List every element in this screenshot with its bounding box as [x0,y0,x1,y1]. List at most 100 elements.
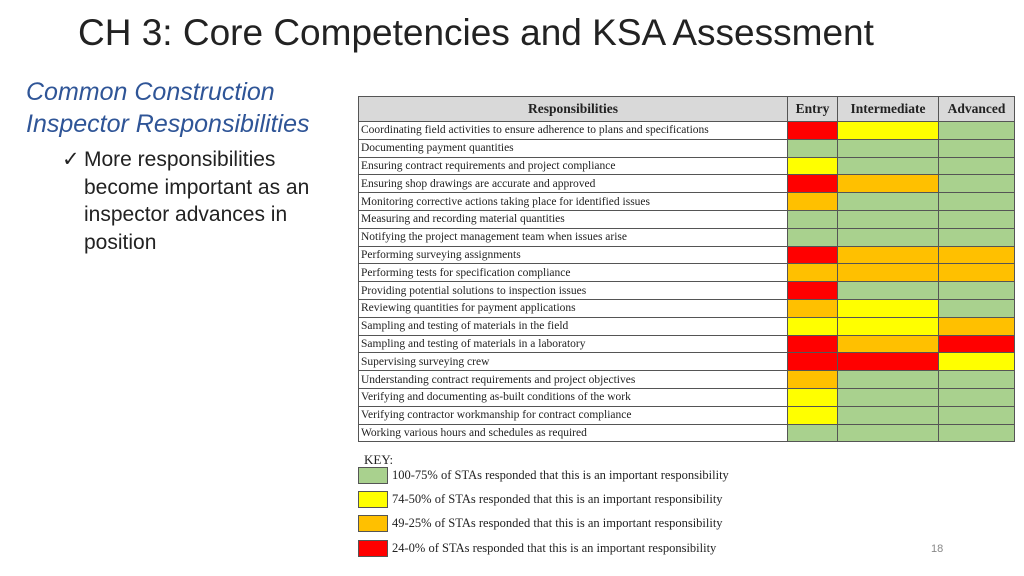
intermediate-level-cell [837,405,939,425]
table-row: Supervising surveying crew [358,352,1015,372]
table-row: Documenting payment quantities [358,138,1015,158]
key-swatch [358,467,388,484]
entry-level-cell [787,263,838,283]
responsibility-label: Performing surveying assignments [358,245,788,265]
intermediate-level-cell [837,138,939,158]
intermediate-level-cell [837,245,939,265]
table-row: Working various hours and schedules as r… [358,423,1015,443]
intermediate-level-cell [837,227,939,247]
table-row: Performing tests for specification compl… [358,263,1015,283]
responsibility-label: Performing tests for specification compl… [358,263,788,283]
intermediate-level-cell [837,174,939,194]
advanced-level-cell [938,281,1015,300]
entry-level-cell [787,192,838,211]
advanced-level-cell [938,174,1015,194]
table-row: Sampling and testing of materials in the… [358,316,1015,336]
entry-level-cell [787,316,838,336]
entry-level-cell [787,156,838,176]
entry-level-cell [787,174,838,194]
advanced-level-cell [938,209,1015,229]
responsibility-label: Ensuring shop drawings are accurate and … [358,174,788,194]
slide-subtitle: Common Construction Inspector Responsibi… [26,78,310,138]
responsibility-label: Supervising surveying crew [358,352,788,372]
table-row: Sampling and testing of materials in a l… [358,334,1015,354]
responsibility-label: Documenting payment quantities [358,138,788,158]
checkmark-icon: ✓ [62,148,80,171]
table-row: Notifying the project management team wh… [358,227,1015,247]
intermediate-level-cell [837,316,939,336]
intermediate-level-cell [837,156,939,176]
advanced-level-cell [938,227,1015,247]
entry-level-cell [787,245,838,265]
entry-level-cell [787,209,838,229]
bullet-point: ✓ More responsibilities become important… [62,146,352,256]
key-text: 24-0% of STAs responded that this is an … [392,541,717,555]
key-swatch [358,491,388,508]
advanced-level-cell [938,263,1015,283]
entry-level-cell [787,423,838,443]
table-row: Providing potential solutions to inspect… [358,281,1015,300]
advanced-level-cell [938,316,1015,336]
table-row: Ensuring shop drawings are accurate and … [358,174,1015,194]
table-row: Ensuring contract requirements and proje… [358,156,1015,176]
entry-level-cell [787,227,838,247]
key-text: 74-50% of STAs responded that this is an… [392,492,723,506]
key-text: 49-25% of STAs responded that this is an… [392,516,723,530]
table-row: Reviewing quantities for payment applica… [358,298,1015,318]
key-label: KEY: [364,452,394,467]
entry-level-cell [787,334,838,354]
advanced-level-cell [938,121,1015,140]
slide-title: CH 3: Core Competencies and KSA Assessme… [78,12,874,53]
responsibility-label: Working various hours and schedules as r… [358,423,788,443]
advanced-level-cell [938,387,1015,407]
responsibility-label: Verifying contractor workmanship for con… [358,405,788,425]
advanced-level-cell [938,405,1015,425]
entry-level-cell [787,352,838,372]
intermediate-level-cell [837,121,939,140]
intermediate-level-cell [837,334,939,354]
advanced-level-cell [938,156,1015,176]
header-responsibilities: Responsibilities [358,96,788,122]
table-row: Understanding contract requirements and … [358,370,1015,389]
responsibility-label: Reviewing quantities for payment applica… [358,298,788,318]
entry-level-cell [787,387,838,407]
page-number: 18 [931,543,944,555]
responsibility-label: Ensuring contract requirements and proje… [358,156,788,176]
responsibility-label: Sampling and testing of materials in the… [358,316,788,336]
header-entry: Entry [787,96,838,122]
entry-level-cell [787,281,838,300]
header-advanced: Advanced [938,96,1015,122]
responsibility-label: Monitoring corrective actions taking pla… [358,192,788,211]
advanced-level-cell [938,370,1015,389]
intermediate-level-cell [837,387,939,407]
intermediate-level-cell [837,281,939,300]
advanced-level-cell [938,192,1015,211]
key-swatch [358,515,388,532]
advanced-level-cell [938,138,1015,158]
entry-level-cell [787,370,838,389]
intermediate-level-cell [837,209,939,229]
intermediate-level-cell [837,423,939,443]
advanced-level-cell [938,352,1015,372]
responsibility-label: Verifying and documenting as-built condi… [358,387,788,407]
advanced-level-cell [938,245,1015,265]
table-row: Monitoring corrective actions taking pla… [358,192,1015,211]
responsibility-label: Notifying the project management team wh… [358,227,788,247]
table-row: Measuring and recording material quantit… [358,209,1015,229]
header-intermediate: Intermediate [837,96,939,122]
intermediate-level-cell [837,352,939,372]
advanced-level-cell [938,423,1015,443]
intermediate-level-cell [837,298,939,318]
responsibility-label: Sampling and testing of materials in a l… [358,334,788,354]
key-swatch [358,540,388,557]
table-row: Performing surveying assignments [358,245,1015,265]
table-body: Coordinating field activities to ensure … [358,121,1015,443]
intermediate-level-cell [837,192,939,211]
table-row: Verifying and documenting as-built condi… [358,387,1015,407]
entry-level-cell [787,405,838,425]
responsibility-label: Understanding contract requirements and … [358,370,788,389]
entry-level-cell [787,138,838,158]
intermediate-level-cell [837,263,939,283]
advanced-level-cell [938,334,1015,354]
entry-level-cell [787,298,838,318]
